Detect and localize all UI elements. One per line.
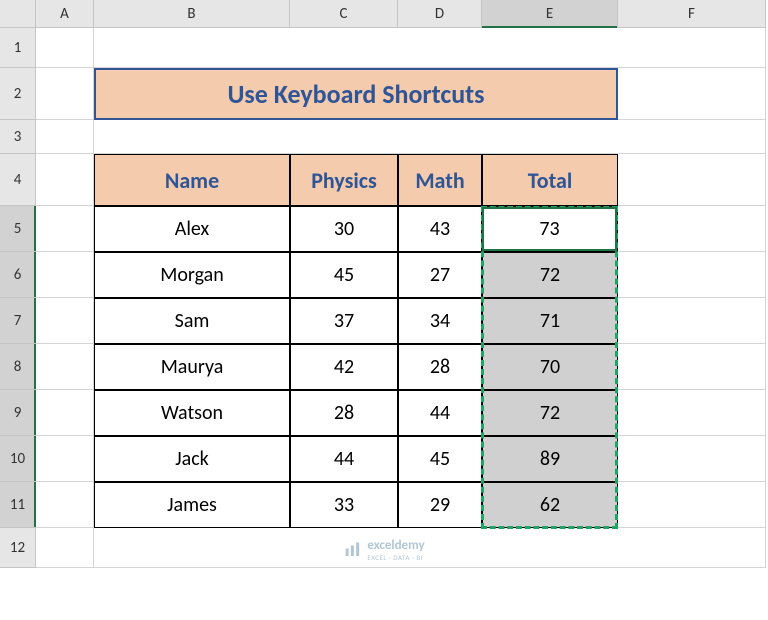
row-header-3[interactable]: 3 [0,120,36,154]
cell-math-6[interactable]: 29 [398,482,482,528]
row-3: 3 [0,120,766,154]
grid-body: 1 2 Use Keyboard Shortcuts 3 4 Name Phys… [0,28,766,568]
column-headers-row: A B C D E F [0,0,768,28]
cell-F7[interactable] [618,298,766,344]
cell-F5[interactable] [618,206,766,252]
title-cell[interactable]: Use Keyboard Shortcuts [94,68,618,120]
cell-merged-r1[interactable] [94,28,766,68]
watermark-brand: exceldemy [367,538,424,553]
cell-total-4[interactable]: 72 [482,390,618,436]
row-9: 9 Watson 28 44 72 [0,390,766,436]
row-11: 11 James 33 29 62 [0,482,766,528]
cell-merged-r3[interactable] [94,120,766,154]
cell-physics-0[interactable]: 30 [290,206,398,252]
cell-math-4[interactable]: 44 [398,390,482,436]
select-all-corner[interactable] [0,0,36,28]
cell-physics-3[interactable]: 42 [290,344,398,390]
watermark-icon [343,541,361,559]
cell-physics-5[interactable]: 44 [290,436,398,482]
cell-A7[interactable] [36,298,94,344]
table-header-total[interactable]: Total [482,154,618,206]
cell-A5[interactable] [36,206,94,252]
cell-F6[interactable] [618,252,766,298]
cell-math-5[interactable]: 45 [398,436,482,482]
col-header-D[interactable]: D [398,0,482,28]
table-header-name[interactable]: Name [94,154,290,206]
cell-name-4[interactable]: Watson [94,390,290,436]
cell-total-1[interactable]: 72 [482,252,618,298]
cell-name-6[interactable]: James [94,482,290,528]
cell-A4[interactable] [36,154,94,206]
table-header-physics[interactable]: Physics [290,154,398,206]
row-header-2[interactable]: 2 [0,68,36,120]
row-header-9[interactable]: 9 [0,390,36,436]
row-header-5[interactable]: 5 [0,206,36,252]
col-header-F[interactable]: F [618,0,766,28]
col-header-E[interactable]: E [482,0,618,28]
cell-A8[interactable] [36,344,94,390]
cell-A9[interactable] [36,390,94,436]
cell-physics-4[interactable]: 28 [290,390,398,436]
cell-A12[interactable] [36,528,94,568]
row-header-11[interactable]: 11 [0,482,36,528]
cell-A10[interactable] [36,436,94,482]
cell-F9[interactable] [618,390,766,436]
cell-math-1[interactable]: 27 [398,252,482,298]
row-4: 4 Name Physics Math Total [0,154,766,206]
col-header-B[interactable]: B [94,0,290,28]
row-header-1[interactable]: 1 [0,28,36,68]
row-header-8[interactable]: 8 [0,344,36,390]
col-header-A[interactable]: A [36,0,94,28]
table-header-math[interactable]: Math [398,154,482,206]
watermark: exceldemy EXCEL · DATA · BI [343,538,424,562]
cell-physics-6[interactable]: 33 [290,482,398,528]
cell-A2[interactable] [36,68,94,120]
cell-physics-1[interactable]: 45 [290,252,398,298]
cell-math-2[interactable]: 34 [398,298,482,344]
cell-total-5[interactable]: 89 [482,436,618,482]
cell-name-0[interactable]: Alex [94,206,290,252]
cell-total-2[interactable]: 71 [482,298,618,344]
cell-name-2[interactable]: Sam [94,298,290,344]
cell-math-0[interactable]: 43 [398,206,482,252]
row-7: 7 Sam 37 34 71 [0,298,766,344]
cell-A6[interactable] [36,252,94,298]
row-header-7[interactable]: 7 [0,298,36,344]
row-5: 5 Alex 30 43 [0,206,766,252]
cell-F11[interactable] [618,482,766,528]
cell-F4[interactable] [618,154,766,206]
cell-total-3[interactable]: 70 [482,344,618,390]
cell-total-0[interactable] [482,206,618,252]
cell-name-1[interactable]: Morgan [94,252,290,298]
cell-math-3[interactable]: 28 [398,344,482,390]
row-header-12[interactable]: 12 [0,528,36,568]
cell-A1[interactable] [36,28,94,68]
row-1: 1 [0,28,766,68]
cell-F8[interactable] [618,344,766,390]
col-header-C[interactable]: C [290,0,398,28]
cell-F10[interactable] [618,436,766,482]
cell-F2[interactable] [618,68,766,120]
row-6: 6 Morgan 45 27 72 [0,252,766,298]
row-header-6[interactable]: 6 [0,252,36,298]
watermark-tagline: EXCEL · DATA · BI [367,553,424,562]
row-2: 2 Use Keyboard Shortcuts [0,68,766,120]
cell-A3[interactable] [36,120,94,154]
row-8: 8 Maurya 42 28 70 [0,344,766,390]
cell-merged-r12[interactable] [94,528,766,568]
cell-A11[interactable] [36,482,94,528]
row-header-4[interactable]: 4 [0,154,36,206]
cell-name-5[interactable]: Jack [94,436,290,482]
cell-name-3[interactable]: Maurya [94,344,290,390]
cell-total-6[interactable]: 62 [482,482,618,528]
row-10: 10 Jack 44 45 89 [0,436,766,482]
row-header-10[interactable]: 10 [0,436,36,482]
cell-physics-2[interactable]: 37 [290,298,398,344]
